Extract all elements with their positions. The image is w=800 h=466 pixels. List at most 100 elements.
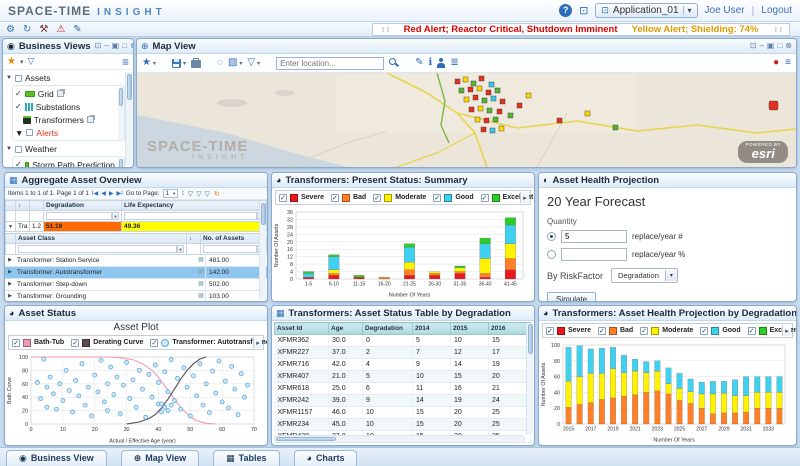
scatter-point[interactable] — [191, 373, 196, 379]
checked-icon[interactable]: ✓ — [15, 160, 22, 167]
group-checkbox[interactable] — [14, 145, 22, 153]
legend-checkbox[interactable]: ✓ — [433, 193, 442, 202]
bar-segment[interactable] — [654, 370, 661, 391]
record-icon[interactable]: ● — [773, 57, 780, 68]
bar-segment[interactable] — [709, 381, 716, 395]
bar-segment[interactable] — [479, 273, 491, 278]
maximize-icon[interactable]: □ — [777, 41, 783, 50]
tree-group-assets[interactable]: ▼ Assets — [6, 72, 125, 84]
bar-segment[interactable] — [687, 403, 694, 425]
next-page-button[interactable]: ▶ — [108, 191, 114, 197]
tools-icon[interactable]: ⚒ — [39, 23, 49, 35]
bar-segment[interactable] — [610, 397, 616, 425]
first-page-button[interactable]: Ⅰ◀ — [91, 191, 99, 197]
layers-icon[interactable] — [87, 116, 94, 123]
refresh-icon[interactable]: ↻ — [213, 190, 220, 198]
bar-segment[interactable] — [404, 275, 415, 280]
bar-segment[interactable] — [621, 372, 627, 397]
bar-segment[interactable] — [743, 376, 750, 396]
bar-segment[interactable] — [698, 408, 705, 425]
map-marker[interactable] — [525, 92, 532, 99]
maximize-icon[interactable]: □ — [122, 41, 128, 50]
tab-tables[interactable]: ▦ Tables — [213, 450, 280, 466]
bar-segment[interactable] — [610, 347, 616, 369]
bar-segment[interactable] — [328, 275, 340, 280]
map-marker[interactable] — [584, 110, 591, 117]
scatter-point[interactable] — [165, 408, 171, 413]
legend-checkbox[interactable]: ✓ — [480, 193, 489, 202]
bar-segment[interactable] — [621, 355, 627, 373]
bar-segment[interactable] — [754, 408, 761, 425]
bar-segment[interactable] — [632, 359, 639, 372]
bar-segment[interactable] — [654, 390, 661, 425]
bar-segment[interactable] — [576, 376, 583, 405]
popout-icon[interactable]: ⊡ — [749, 41, 757, 50]
scatter-point[interactable] — [229, 363, 235, 369]
row-expander[interactable]: ▼ — [5, 221, 16, 232]
map-marker[interactable] — [516, 102, 523, 109]
bar-segment[interactable] — [676, 388, 683, 401]
measure-icon[interactable]: ✎ — [415, 57, 424, 68]
legend-item-moderate[interactable]: ✓ Moderate — [640, 326, 693, 335]
bar-segment[interactable] — [587, 373, 594, 403]
legend-item-moderate[interactable]: ✓ Moderate — [373, 193, 426, 202]
scatter-point[interactable] — [44, 384, 50, 390]
tree-item-storm-path-prediction-1[interactable]: ✓ Storm Path Prediction 1 — [15, 158, 122, 167]
bar-segment[interactable] — [479, 237, 491, 244]
tab-charts[interactable]: ◕ Charts — [293, 450, 358, 466]
scatter-point[interactable] — [82, 402, 88, 408]
scatter-point[interactable] — [162, 369, 168, 375]
bar-segment[interactable] — [303, 271, 315, 274]
caret-down-icon[interactable]: ▼ — [6, 146, 12, 152]
scatter-point[interactable] — [76, 393, 82, 399]
assets-filter-input[interactable] — [203, 245, 257, 253]
legend-checkbox[interactable]: ✓ — [71, 338, 80, 347]
edit-icon[interactable]: ✎ — [73, 23, 82, 35]
bar-segment[interactable] — [754, 376, 761, 393]
bar-segment[interactable] — [665, 367, 672, 384]
risk-factor-select[interactable]: Degradation ▾ — [611, 268, 678, 283]
group-scrollbar[interactable] — [118, 158, 124, 167]
scatter-point[interactable] — [130, 377, 136, 383]
scatter-point[interactable] — [165, 389, 171, 395]
map-marker[interactable] — [467, 86, 474, 93]
bar-segment[interactable] — [504, 224, 516, 244]
grid-mini-icon[interactable]: ▦ — [198, 281, 204, 287]
scatter-point[interactable] — [242, 394, 247, 400]
list-icon[interactable]: ≣ — [450, 57, 459, 68]
legend-checkbox[interactable]: ✓ — [279, 193, 287, 202]
bar-segment[interactable] — [721, 412, 727, 425]
table-row[interactable]: XFMR242 39.0 9 14 19 24 — [274, 394, 531, 407]
filter-dropdown[interactable]: ▾ — [177, 245, 184, 253]
legend-checkbox[interactable]: ✓ — [700, 326, 709, 335]
bar-segment[interactable] — [504, 258, 516, 270]
bar-segment[interactable] — [743, 395, 750, 413]
legend-item-severe[interactable]: ✓ Severe — [546, 326, 591, 335]
legend-item-bad[interactable]: ✓ Bad — [597, 326, 633, 335]
map-marker[interactable] — [470, 80, 477, 87]
bar-segment[interactable] — [587, 402, 594, 425]
table-horizontal-scrollbar[interactable] — [274, 435, 525, 443]
info-icon[interactable]: ℹ — [428, 57, 433, 68]
checked-icon[interactable]: ✓ — [15, 89, 22, 98]
bar-segment[interactable] — [454, 273, 466, 280]
legend-item-excellent[interactable]: ✓ Excellent — [480, 193, 533, 202]
map-marker[interactable] — [483, 117, 490, 124]
bar-segment[interactable] — [765, 376, 772, 393]
restore-icon[interactable]: ▣ — [111, 41, 120, 50]
map-marker[interactable] — [480, 126, 487, 133]
grid-mini-icon[interactable]: ▦ — [198, 257, 204, 263]
scatter-point[interactable] — [213, 390, 219, 396]
bar-segment[interactable] — [454, 267, 466, 272]
ticker-grip-left[interactable]: ⋮⋮ — [379, 26, 392, 34]
scatter-point[interactable] — [117, 411, 123, 417]
legend-scroll-right[interactable]: ▸ — [782, 325, 791, 336]
bar-segment[interactable] — [698, 382, 705, 395]
scatter-point[interactable] — [111, 392, 117, 397]
map-marker[interactable] — [472, 94, 479, 101]
bar-segment[interactable] — [303, 277, 315, 280]
table-row[interactable]: XFMR618 25.0 6 11 16 21 — [274, 382, 531, 395]
filter-dropdown[interactable]: ▾ — [112, 212, 119, 220]
bar-segment[interactable] — [565, 347, 572, 382]
bar-segment[interactable] — [743, 412, 750, 425]
